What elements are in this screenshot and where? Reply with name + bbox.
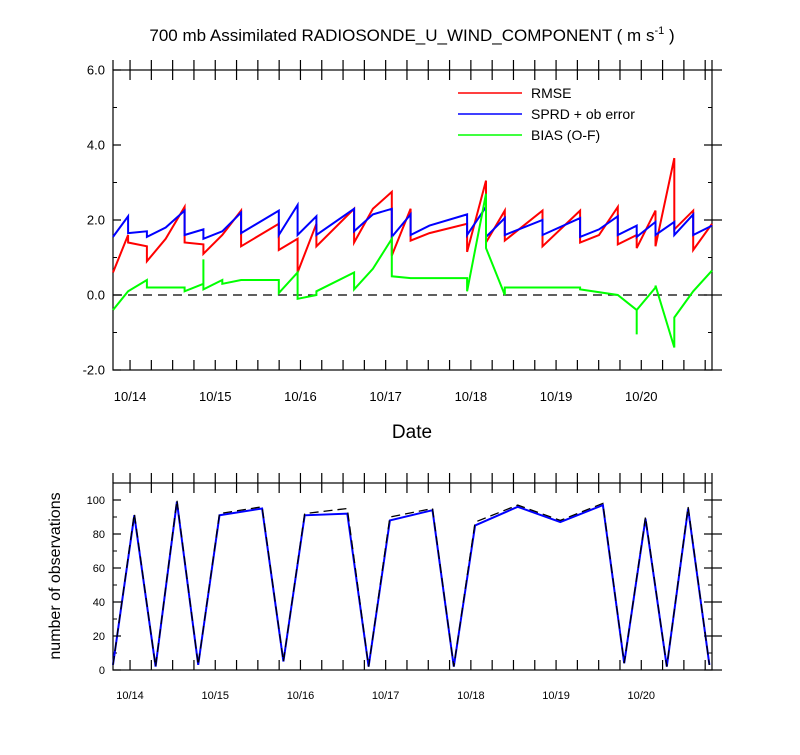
legend-label: BIAS (O-F) [531, 127, 600, 143]
series-line-bias-o-f [112, 193, 713, 348]
legend-label: RMSE [531, 85, 571, 101]
obs-series-line-assimilated [112, 501, 711, 667]
x-tick-label: 10/19 [540, 389, 573, 404]
x-tick-label: 10/14 [116, 690, 144, 702]
x-axis-label: Date [392, 422, 432, 443]
x-tick-label: 10/14 [114, 389, 147, 404]
bottom-ticks: 0 20 40 60 80 100 10/14 10/15 10/16 10/17 10/18 10/… [87, 473, 722, 702]
y-tick-label: -2.0 [83, 363, 105, 378]
chart-title-units-exponent: -1 [654, 25, 664, 37]
y-tick-label: 0.0 [87, 288, 105, 303]
x-tick-label: 10/18 [457, 690, 485, 702]
top-ticks: -2.0 0.0 2.0 4.0 6.0 10/14 10/15 10/16 10/17 10/1… [83, 60, 722, 404]
bottom-y-axis-label: number of observations [47, 492, 64, 659]
x-tick-label: 10/17 [369, 389, 402, 404]
x-tick-label: 10/15 [201, 690, 229, 702]
chart-title-units-close: ) [664, 26, 674, 45]
y-tick-label: 0 [99, 665, 105, 677]
x-tick-label: 10/20 [625, 389, 658, 404]
top-legend: RMSE SPRD + ob error BIAS (O-F) [458, 85, 635, 143]
x-tick-label: 10/15 [199, 389, 232, 404]
y-tick-label: 4.0 [87, 138, 105, 153]
top-chart: -2.0 0.0 2.0 4.0 6.0 10/14 10/15 10/16 10/17 10/1… [83, 60, 722, 443]
y-tick-label: 100 [87, 495, 105, 507]
bottom-chart: 0 20 40 60 80 100 10/14 10/15 10/16 10/17 10/18 10/… [47, 473, 722, 702]
y-tick-label: 6.0 [87, 63, 105, 78]
x-tick-label: 10/17 [372, 690, 400, 702]
bottom-plot-frame [112, 482, 713, 671]
x-tick-label: 10/20 [628, 690, 656, 702]
chart-title-text: 700 mb Assimilated RADIOSONDE_U_WIND_COM… [149, 26, 654, 45]
chart-title: 700 mb Assimilated RADIOSONDE_U_WIND_COM… [149, 25, 674, 45]
series-line-rmse [112, 157, 713, 273]
x-tick-label: 10/18 [455, 389, 488, 404]
y-tick-label: 2.0 [87, 213, 105, 228]
x-tick-label: 10/19 [542, 690, 570, 702]
legend-label: SPRD + ob error [531, 106, 635, 122]
y-tick-label: 20 [93, 631, 105, 643]
x-tick-label: 10/16 [284, 389, 317, 404]
top-series-group [112, 157, 713, 348]
series-line-sprd-ob-error [112, 201, 713, 241]
y-tick-label: 40 [93, 597, 105, 609]
x-tick-label: 10/16 [287, 690, 315, 702]
y-tick-label: 60 [93, 563, 105, 575]
y-tick-label: 80 [93, 529, 105, 541]
bottom-series-group [112, 499, 711, 667]
